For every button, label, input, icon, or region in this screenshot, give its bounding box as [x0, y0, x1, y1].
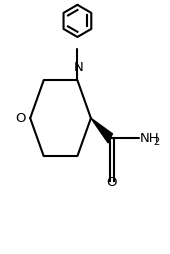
Text: 2: 2 [153, 137, 159, 147]
Text: NH: NH [140, 132, 159, 145]
Text: O: O [107, 176, 117, 189]
Text: N: N [73, 61, 83, 74]
Polygon shape [91, 118, 112, 143]
Text: O: O [16, 112, 26, 125]
